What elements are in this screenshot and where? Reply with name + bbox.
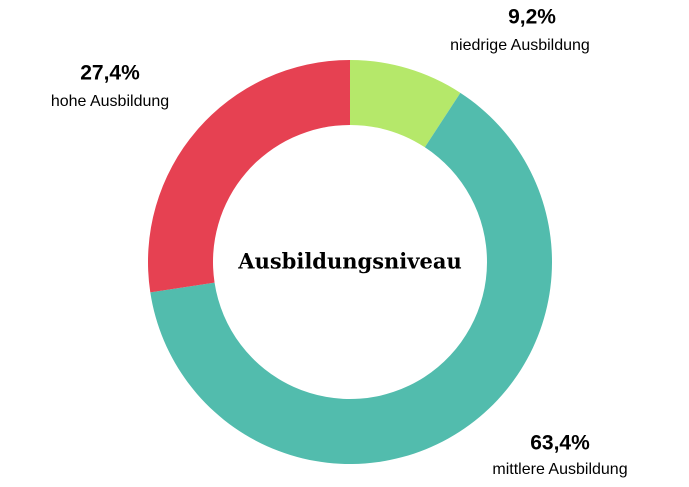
- chart-title: Ausbildungsniveau: [237, 249, 461, 274]
- donut-segment: [147, 60, 350, 293]
- category-label: niedrige Ausbildung: [450, 37, 590, 54]
- value-label: 63,4%: [530, 432, 590, 455]
- category-label: hohe Ausbildung: [51, 93, 169, 110]
- donut-segment: [150, 92, 552, 464]
- category-label: mittlere Ausbildung: [492, 461, 627, 478]
- donut-segment: [350, 60, 461, 148]
- value-label: 27,4%: [80, 62, 140, 85]
- value-label: 9,2%: [508, 6, 556, 29]
